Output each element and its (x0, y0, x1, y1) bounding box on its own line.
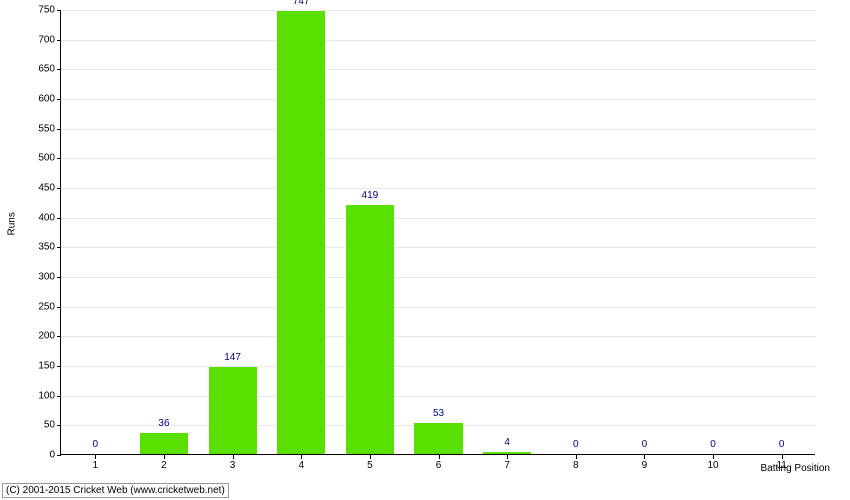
gridline (61, 158, 816, 159)
y-tick-mark (57, 425, 61, 426)
bar (414, 423, 462, 454)
y-tick-label: 700 (25, 34, 55, 45)
y-tick-label: 400 (25, 212, 55, 223)
y-tick-mark (57, 69, 61, 70)
y-tick-mark (57, 218, 61, 219)
bar-value-label: 419 (362, 190, 379, 201)
bar (483, 452, 531, 454)
x-tick-label: 3 (230, 460, 236, 471)
x-tick-mark (713, 455, 714, 459)
gridline (61, 188, 816, 189)
x-tick-mark (644, 455, 645, 459)
bar-value-label: 747 (293, 0, 310, 7)
bar-value-label: 0 (642, 439, 648, 450)
y-tick-mark (57, 366, 61, 367)
y-tick-label: 550 (25, 123, 55, 134)
y-tick-label: 450 (25, 183, 55, 194)
x-tick-mark (507, 455, 508, 459)
bar (140, 433, 188, 454)
gridline (61, 10, 816, 11)
copyright-text: (C) 2001-2015 Cricket Web (www.cricketwe… (2, 483, 229, 498)
y-tick-label: 650 (25, 64, 55, 75)
y-tick-mark (57, 158, 61, 159)
gridline (61, 396, 816, 397)
y-tick-label: 200 (25, 331, 55, 342)
x-tick-label: 6 (436, 460, 442, 471)
bar-value-label: 0 (573, 439, 579, 450)
bar-value-label: 36 (158, 418, 169, 429)
x-tick-label: 8 (573, 460, 579, 471)
x-tick-mark (439, 455, 440, 459)
x-tick-label: 11 (776, 460, 786, 471)
chart-container: 0501001502002503003504004505005506006507… (60, 10, 840, 470)
bar (277, 11, 325, 454)
y-tick-mark (57, 277, 61, 278)
y-tick-label: 300 (25, 272, 55, 283)
x-tick-label: 7 (504, 460, 510, 471)
x-tick-mark (782, 455, 783, 459)
x-tick-label: 4 (298, 460, 304, 471)
y-tick-label: 500 (25, 153, 55, 164)
y-tick-label: 150 (25, 361, 55, 372)
x-tick-mark (576, 455, 577, 459)
bar-value-label: 147 (224, 352, 241, 363)
gridline (61, 218, 816, 219)
bar (209, 367, 257, 454)
gridline (61, 366, 816, 367)
x-tick-mark (370, 455, 371, 459)
y-tick-mark (57, 396, 61, 397)
x-tick-mark (233, 455, 234, 459)
y-tick-mark (57, 307, 61, 308)
y-tick-mark (57, 99, 61, 100)
y-tick-mark (57, 247, 61, 248)
gridline (61, 40, 816, 41)
y-tick-label: 0 (25, 450, 55, 461)
x-tick-label: 2 (161, 460, 167, 471)
y-tick-label: 250 (25, 301, 55, 312)
plot-area: 0501001502002503003504004505005506006507… (60, 10, 815, 455)
gridline (61, 277, 816, 278)
x-tick-label: 10 (707, 460, 718, 471)
y-tick-label: 750 (25, 5, 55, 16)
y-tick-mark (57, 10, 61, 11)
y-tick-mark (57, 188, 61, 189)
y-tick-mark (57, 40, 61, 41)
bar (346, 205, 394, 454)
bar-value-label: 0 (779, 439, 785, 450)
bar-value-label: 4 (504, 437, 510, 448)
bar-value-label: 0 (93, 439, 99, 450)
gridline (61, 99, 816, 100)
x-tick-mark (301, 455, 302, 459)
gridline (61, 129, 816, 130)
y-axis-label: Runs (7, 212, 18, 235)
gridline (61, 247, 816, 248)
x-tick-mark (95, 455, 96, 459)
gridline (61, 307, 816, 308)
x-tick-label: 9 (642, 460, 648, 471)
gridline (61, 336, 816, 337)
gridline (61, 69, 816, 70)
y-tick-mark (57, 455, 61, 456)
y-tick-mark (57, 129, 61, 130)
y-tick-label: 50 (25, 420, 55, 431)
bar-value-label: 0 (710, 439, 716, 450)
x-tick-label: 1 (93, 460, 99, 471)
bar-value-label: 53 (433, 408, 444, 419)
y-tick-label: 100 (25, 390, 55, 401)
y-tick-mark (57, 336, 61, 337)
y-tick-label: 350 (25, 242, 55, 253)
y-tick-label: 600 (25, 94, 55, 105)
x-tick-label: 5 (367, 460, 373, 471)
x-tick-mark (164, 455, 165, 459)
